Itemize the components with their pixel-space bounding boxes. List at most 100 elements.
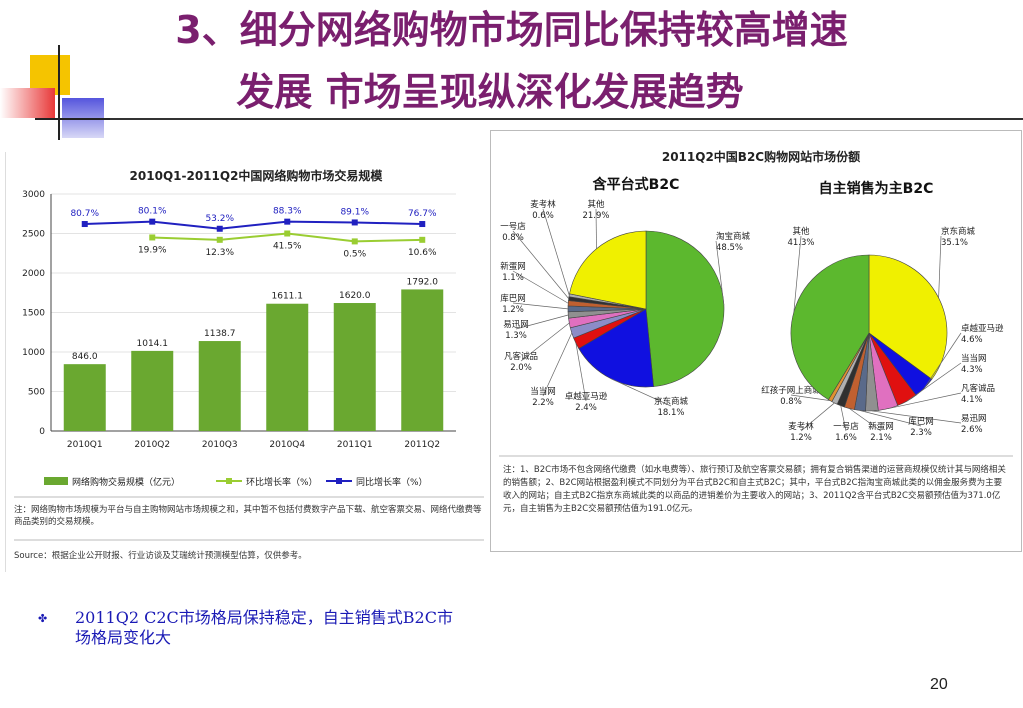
y-tick-label: 1000	[22, 348, 45, 358]
left-pie-title: 含平台式B2C	[593, 176, 680, 193]
series-point	[284, 230, 291, 237]
pie-leader-line	[793, 235, 802, 312]
pie-slice-value: 0.6%	[532, 211, 554, 221]
pie-slice	[790, 254, 870, 401]
slide-title-line-2: 发展 市场呈现纵深化发展趋势	[236, 70, 744, 114]
pie-slice-value: 2.0%	[510, 363, 532, 373]
pie-leader-line	[907, 362, 962, 402]
y-tick-label: 2500	[22, 230, 45, 240]
pie-slice-label: 其他	[792, 226, 810, 237]
pie-slice-value: 2.1%	[870, 433, 892, 443]
legend-label-bar: 网络购物交易规模（亿元）	[72, 476, 180, 488]
x-tick-label: 2010Q2	[134, 440, 170, 450]
pie-leader-line	[859, 410, 922, 427]
pie-slice-value: 4.1%	[961, 395, 983, 405]
pie-slice-label: 麦考林	[530, 199, 556, 210]
pie-slice	[645, 230, 725, 387]
pie-slice-label: 红孩子网上商城	[761, 385, 821, 396]
pie-slice-label: 卓越亚马逊	[961, 323, 1004, 334]
pie-slice-label: 一号店	[500, 221, 526, 232]
pie-slice-value: 41.3%	[787, 238, 814, 248]
bar	[333, 303, 376, 431]
pie-slice-label: 当当网	[961, 353, 987, 364]
series-point-label: 10.6%	[408, 248, 437, 258]
pie-leader-line	[512, 270, 569, 304]
pie-slice-label: 易迅网	[961, 414, 987, 424]
slide-title-line-1: 3、细分网络购物市场同比保持较高增速	[175, 8, 848, 52]
bullet-text: 2011Q2 C2C市场格局保持稳定，自主销售式B2C市场格局变化大	[75, 608, 453, 647]
right-chart-panel: 2011Q2中国B2C购物网站市场份额 含平台式B2C 自主销售为主B2C 淘宝…	[490, 130, 1022, 552]
right-chart-svg: 2011Q2中国B2C购物网站市场份额 含平台式B2C 自主销售为主B2C 淘宝…	[499, 149, 1013, 457]
bar	[131, 350, 174, 431]
right-chart-title: 2011Q2中国B2C购物网站市场份额	[662, 149, 860, 164]
series-point	[216, 225, 223, 232]
legend-swatch-bar	[44, 477, 68, 485]
bar	[401, 289, 444, 431]
series-point-label: 0.5%	[343, 249, 366, 259]
pie-leader-line	[938, 235, 942, 298]
pie-leader-line	[512, 302, 569, 310]
pie-leader-line	[924, 332, 962, 389]
pie-slice-value: 1.1%	[502, 273, 524, 283]
series-point	[351, 219, 358, 226]
bar-lines: 19.9% 12.3% 41.5% 0.5% 10.6% 80.7% 80.1% 53.2% 8…	[70, 207, 437, 260]
pie-slice-label: 新蛋网	[868, 421, 894, 432]
logo-horizontal-line	[35, 118, 110, 120]
bar-value-label: 1138.7	[204, 329, 236, 339]
pie-leader-line	[871, 410, 962, 424]
left-chart-title: 2010Q1-2011Q2中国网络购物市场交易规模	[130, 168, 384, 183]
series-point	[419, 236, 426, 243]
pie-slice-value: 21.9%	[582, 211, 609, 221]
left-chart-note: 注：网络购物市场规模为平台与自主购物网站市场规模之和，其中暂不包括付费数字产品下…	[14, 505, 482, 527]
pie-leader-line	[800, 402, 835, 432]
logo-red-square	[0, 88, 55, 118]
right-chart-note: 注：1、B2C市场不包含网络代缴费（如水电费等）、旅行预订及航空客票交易额；拥有…	[503, 465, 1006, 514]
logo-vertical-line	[58, 45, 60, 140]
series-point-label: 53.2%	[205, 214, 234, 224]
series-point-label: 41.5%	[273, 242, 302, 252]
pie-leader-line	[849, 408, 882, 432]
pie-slice-label: 凡客诚品	[504, 351, 538, 362]
pie-leader-line	[840, 405, 847, 432]
slide-logo	[0, 40, 110, 140]
pie-slice-label: 凡客诚品	[961, 383, 995, 394]
pie-slice-value: 2.3%	[910, 428, 932, 438]
pie-slice-label: 麦考林	[788, 421, 814, 432]
pie-slice-value: 1.6%	[835, 433, 857, 443]
pie-leader-line	[595, 208, 597, 249]
pie-slice-label: 京东商城	[654, 396, 689, 407]
x-tick-label: 2011Q1	[337, 440, 373, 450]
series-point-label: 88.3%	[273, 207, 302, 217]
series-point-label: 89.1%	[340, 207, 369, 217]
pie-slice-label: 卓越亚马逊	[565, 391, 608, 402]
pie-slice-label: 库巴网	[500, 293, 526, 304]
pie-slice-value: 2.6%	[961, 425, 983, 435]
y-tick-label: 1500	[22, 309, 45, 319]
y-tick-label: 0	[39, 427, 45, 437]
pie-slice-label: 淘宝商城	[716, 231, 751, 242]
pie-slice-label: 易迅网	[503, 320, 529, 330]
pie-slice-value: 0.8%	[780, 397, 802, 407]
pie-leader-line	[542, 208, 570, 296]
title-rule	[110, 118, 1023, 120]
series-line	[84, 220, 423, 230]
pie-slice-value: 0.8%	[502, 233, 524, 243]
x-tick-label: 2011Q2	[404, 440, 440, 450]
pie-slice-value: 1.2%	[502, 305, 524, 315]
pie-leader-line	[520, 322, 570, 362]
series-point-label: 76.7%	[408, 209, 437, 219]
series-point-label: 80.7%	[70, 209, 99, 219]
pie-slice-value: 48.5%	[716, 243, 743, 253]
pie-leader-line	[515, 314, 569, 330]
pie-slice-label: 新蛋网	[500, 261, 526, 272]
left-chart-svg: 2010Q1-2011Q2中国网络购物市场交易规模 0 500 1000 1500 20…	[14, 168, 484, 541]
pie-slice-label: 一号店	[833, 421, 859, 432]
pie-slice-label: 京东商城	[941, 226, 976, 237]
series-point-label: 80.1%	[138, 207, 167, 217]
bar-value-label: 846.0	[72, 352, 98, 362]
pie-leader-line	[888, 392, 962, 409]
pie-leader-line	[512, 230, 569, 299]
y-tick-label: 2000	[22, 269, 45, 279]
